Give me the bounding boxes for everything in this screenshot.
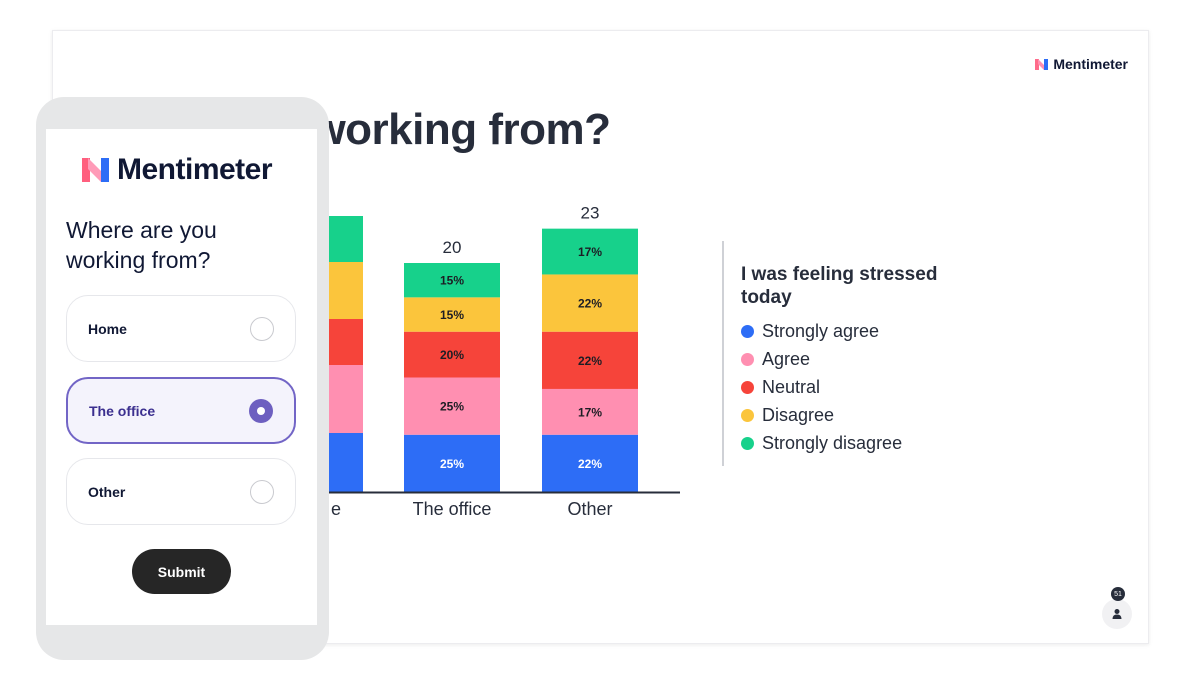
legend-dot-icon <box>741 324 754 338</box>
bar-segment <box>542 388 638 435</box>
legend-label: Strongly disagree <box>762 432 903 453</box>
segment-label: 15% <box>440 274 464 288</box>
x-tick-label: The office <box>413 499 492 519</box>
radio-checked-icon[interactable] <box>249 398 273 423</box>
legend-item: Strongly agree <box>741 317 961 345</box>
legend-dot-icon <box>741 408 754 422</box>
x-tick-label: Other <box>567 499 612 519</box>
legend-label: Strongly agree <box>762 320 880 341</box>
participants-count-badge: 51 <box>1111 587 1125 601</box>
legend-dot-icon <box>741 352 754 366</box>
bar-segment <box>542 274 638 332</box>
chart-legend: I was feeling stressed today Strongly ag… <box>741 263 961 457</box>
bar-segment <box>404 263 500 298</box>
bar-segment <box>404 377 500 435</box>
bar-segment <box>404 297 500 332</box>
legend-dot-icon <box>741 436 754 450</box>
radio-unchecked-icon[interactable] <box>250 316 274 341</box>
segment-label: 15% <box>440 308 464 322</box>
segment-label: 17% <box>578 405 602 419</box>
option-label: Other <box>88 483 126 500</box>
mentimeter-logo-icon <box>1035 58 1049 70</box>
bar-segment <box>542 228 638 275</box>
person-icon <box>1112 609 1122 619</box>
phone-mockup: Mentimeter Where are you working from? H… <box>36 97 329 660</box>
legend-label: Agree <box>762 348 811 369</box>
segment-label: 22% <box>578 457 602 471</box>
legend-label: Disagree <box>762 404 835 425</box>
slide-brand-name: Mentimeter <box>1053 56 1128 72</box>
option-label: Home <box>88 320 127 337</box>
segment-label: 25% <box>440 400 464 414</box>
segment-label: 22% <box>578 354 602 368</box>
segment-label: 22% <box>578 297 602 311</box>
bar-total-label: 23 <box>581 204 600 223</box>
mentimeter-logo-icon <box>82 158 109 182</box>
legend-item: Agree <box>741 345 961 373</box>
submit-button[interactable]: Submit <box>132 549 231 594</box>
phone-screen: Mentimeter Where are you working from? H… <box>46 129 317 625</box>
segment-label: 25% <box>440 457 464 471</box>
slide-brand: Mentimeter <box>1035 56 1128 72</box>
segment-label: 20% <box>440 348 464 362</box>
legend-item: Disagree <box>741 401 961 429</box>
x-tick-label: e <box>331 499 341 519</box>
legend-title: I was feeling stressed today <box>741 264 938 308</box>
bar-segment <box>404 434 500 492</box>
participants-button[interactable]: 51 <box>1102 587 1132 629</box>
phone-brand-name: Mentimeter <box>117 153 273 186</box>
legend-dot-icon <box>741 380 754 394</box>
bar-segment <box>542 331 638 389</box>
legend-item: Neutral <box>741 373 961 401</box>
bar-segment <box>542 434 638 492</box>
phone-brand: Mentimeter <box>82 153 273 187</box>
bar-segment <box>404 331 500 378</box>
option-home[interactable]: Home <box>66 295 296 362</box>
segment-label: 17% <box>578 245 602 259</box>
option-the-office[interactable]: The office <box>66 377 296 444</box>
bar-total-label: 20 <box>443 238 462 257</box>
phone-question: Where are you working from? <box>66 217 217 273</box>
legend-item: Strongly disagree <box>741 429 961 457</box>
option-label: The office <box>89 402 156 419</box>
legend-label: Neutral <box>762 376 821 397</box>
radio-unchecked-icon[interactable] <box>250 479 274 504</box>
legend-divider <box>722 241 724 466</box>
option-other[interactable]: Other <box>66 458 296 525</box>
